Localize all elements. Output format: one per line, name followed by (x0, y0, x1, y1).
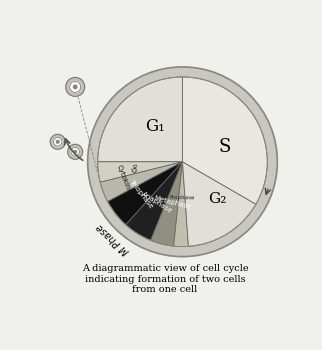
Wedge shape (183, 162, 256, 246)
Text: Cytokinesis: Cytokinesis (116, 164, 136, 203)
Wedge shape (126, 162, 183, 240)
Wedge shape (174, 162, 188, 247)
Text: Prophase: Prophase (169, 195, 194, 200)
Text: G₁: G₁ (145, 118, 165, 135)
Circle shape (88, 67, 277, 257)
Circle shape (66, 77, 85, 96)
Circle shape (68, 144, 83, 159)
Circle shape (53, 138, 62, 146)
Circle shape (71, 148, 80, 156)
Text: A diagrammatic view of cell cycle
indicating formation of two cells
from one cel: A diagrammatic view of cell cycle indica… (82, 264, 248, 294)
Text: S: S (219, 138, 231, 156)
Circle shape (70, 82, 81, 92)
Circle shape (98, 77, 267, 247)
Wedge shape (98, 162, 183, 182)
Text: Telophase: Telophase (128, 179, 154, 210)
Circle shape (73, 85, 77, 89)
Text: M Phase: M Phase (95, 222, 132, 256)
Text: Metaphase: Metaphase (153, 195, 192, 210)
Circle shape (74, 150, 77, 153)
Circle shape (50, 134, 65, 149)
Wedge shape (151, 162, 183, 246)
Wedge shape (108, 162, 183, 225)
Wedge shape (100, 162, 183, 202)
Wedge shape (98, 77, 183, 162)
Text: G$_0$: G$_0$ (130, 162, 142, 173)
Circle shape (56, 140, 59, 143)
Text: Anaphase: Anaphase (141, 191, 173, 215)
Wedge shape (183, 77, 267, 204)
Text: G₂: G₂ (208, 192, 227, 206)
